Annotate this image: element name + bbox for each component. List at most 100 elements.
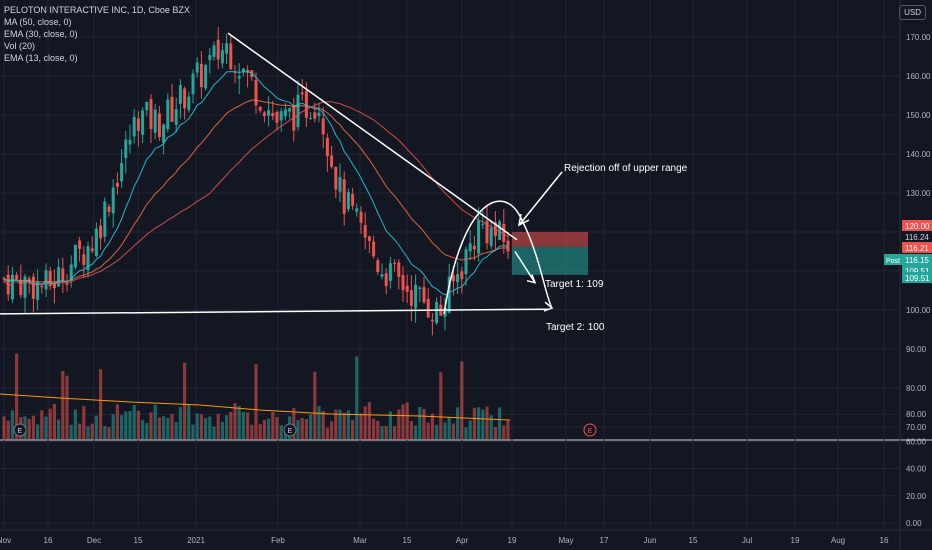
price-tick-label: 80.00 (906, 410, 927, 419)
candle-body (170, 96, 174, 122)
currency-button[interactable]: USD (899, 5, 926, 20)
volume-bar (128, 411, 132, 440)
candle-body (313, 112, 317, 119)
time-tick-label: 16 (880, 536, 889, 545)
candle-body (498, 221, 502, 240)
annotations: Rejection off of upper range Target 1: 10… (545, 163, 688, 333)
price-tick-label: 90.00 (906, 345, 927, 354)
volume-bar (15, 353, 19, 440)
indicator-legend[interactable]: PELOTON INTERACTIVE INC, 1D, Cboe BZX MA… (4, 4, 190, 64)
candle-body (52, 282, 56, 289)
indicator-vol[interactable]: Vol (20) (4, 41, 36, 51)
indicator-ma50[interactable]: MA (50, close, 0) (4, 17, 72, 27)
volume-bar (346, 410, 350, 440)
candle-body (187, 96, 191, 110)
volume-bar (485, 406, 489, 440)
candle-body (477, 220, 481, 254)
candle-body (124, 139, 128, 159)
candle-body (384, 273, 388, 287)
volume-bars (0, 353, 511, 440)
volume-bar (464, 427, 468, 440)
candle-body (94, 228, 98, 256)
candle-body (258, 107, 262, 111)
earnings-marker-label: E (18, 428, 23, 435)
candle-body (325, 138, 329, 157)
arc-projection (443, 200, 553, 315)
candle-body (195, 62, 199, 73)
candle-body (456, 274, 460, 283)
candle-body (111, 187, 115, 214)
candle-body (10, 274, 14, 300)
volume-bar (90, 423, 94, 440)
candle-body (237, 76, 241, 79)
candle-body (283, 109, 287, 117)
volume-bar (363, 406, 367, 440)
volume-bar (451, 423, 455, 440)
volume-bar (313, 371, 317, 440)
volume-bar (321, 410, 325, 440)
candle-body (132, 116, 136, 137)
candle-body (271, 113, 275, 117)
volume-bar (325, 427, 329, 440)
price-label-bg (902, 242, 932, 253)
volume-bar (6, 420, 10, 440)
volume-bar (275, 417, 279, 440)
volume-bar (317, 406, 321, 440)
volume-bar (183, 362, 187, 440)
candle-body (435, 301, 439, 324)
candle-body (409, 290, 413, 306)
volume-bar (52, 403, 56, 440)
indicator-ema30[interactable]: EMA (30, close, 0) (4, 29, 78, 39)
candle-body (472, 245, 476, 250)
candle-body (178, 85, 182, 104)
volume-bar (292, 408, 296, 440)
candle-body (149, 99, 153, 129)
volume-bar (157, 417, 161, 440)
volume-bar (435, 424, 439, 440)
candle-body (191, 73, 195, 95)
earnings-marker-label: E (288, 428, 293, 435)
earnings-marker-label: E (588, 428, 593, 435)
candle-body (309, 118, 313, 120)
candlesticks (2, 27, 510, 336)
volume-bar (376, 420, 380, 440)
target2-arrowhead (543, 301, 554, 312)
candle-body (464, 249, 468, 275)
candle-body (254, 79, 258, 106)
time-tick-label: Mar (353, 536, 367, 545)
price-label-bg (902, 265, 932, 276)
candle-body (300, 92, 304, 95)
candle-body (157, 113, 161, 138)
candle-body (220, 50, 224, 64)
time-tick-label: Jun (644, 536, 657, 545)
symbol-title[interactable]: PELOTON INTERACTIVE INC, 1D, Cboe BZX (4, 5, 190, 15)
candle-body (351, 193, 355, 206)
volume-ma-line (0, 393, 511, 421)
volume-bar (414, 425, 418, 440)
volume-bar (229, 411, 233, 440)
time-tick-label: Jul (742, 536, 752, 545)
volume-bar (86, 426, 90, 440)
candle-body (246, 69, 250, 73)
volume-bar (241, 411, 245, 440)
candle-body (355, 208, 359, 212)
candle-body (451, 275, 455, 282)
ema13-line (3, 71, 509, 296)
volume-bar (380, 426, 384, 440)
candle-body (174, 109, 178, 125)
candle-body (418, 287, 422, 290)
volume-bar (426, 422, 430, 440)
time-tick-label: Feb (271, 536, 285, 545)
candle-body (489, 227, 493, 247)
price-label: 116.24 (905, 233, 929, 242)
price-tick-label: 160.00 (906, 72, 931, 81)
indicator-ema13[interactable]: EMA (13, close, 0) (4, 53, 78, 63)
volume-bar (397, 409, 401, 440)
price-label-bg (902, 220, 932, 231)
volume-bar (355, 356, 359, 440)
target1-annotation: Target 1: 109 (545, 279, 604, 290)
candle-body (208, 55, 212, 61)
time-tick-label: 16 (44, 536, 53, 545)
